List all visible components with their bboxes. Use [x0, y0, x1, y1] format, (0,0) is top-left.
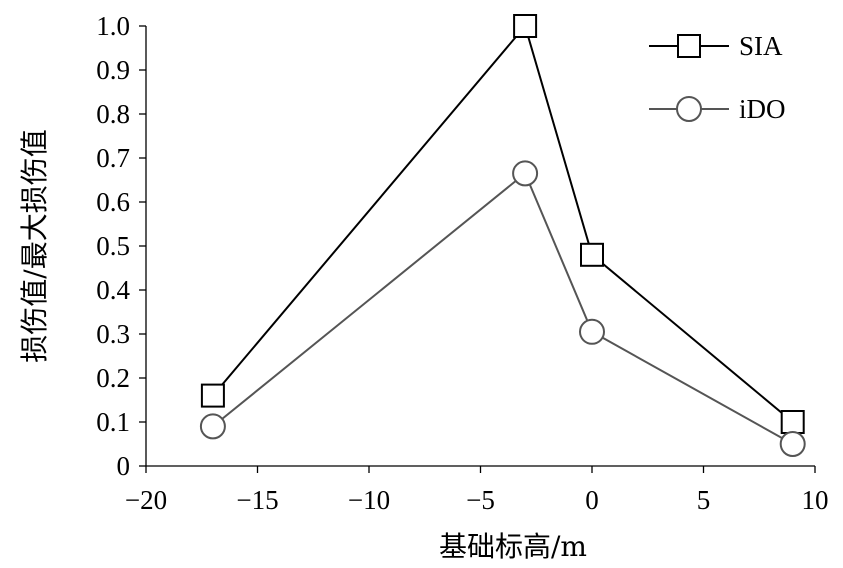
y-tick-label: 0.2: [96, 363, 130, 393]
legend-square-marker: [677, 34, 701, 58]
series-layer: [199, 14, 806, 457]
legend-label-sia: SIA: [739, 31, 783, 61]
y-tick-label: 0.9: [96, 55, 130, 85]
x-tick-label: 0: [585, 485, 599, 515]
series-sia: [200, 14, 805, 434]
legend-item-sia: SIA: [649, 31, 783, 61]
x-tick-label: −15: [236, 485, 278, 515]
y-tick-label: 0.1: [96, 407, 130, 437]
x-axis-title: 基础标高/m: [439, 530, 587, 563]
data-point-sia: [780, 410, 805, 434]
data-point-ido: [199, 413, 226, 440]
x-tick-label: −10: [348, 485, 390, 515]
legend-item-ido: iDO: [649, 94, 786, 124]
x-tick-label: −5: [466, 485, 495, 515]
y-tick-label: 0: [117, 451, 131, 481]
series-line-ido: [212, 171, 794, 445]
y-axis-ticks: 0 0.1 0.2 0.3 0.4 0.5 0.6 0.7 0.8 0.9 1.0: [96, 11, 146, 481]
data-point-ido: [579, 318, 605, 345]
x-tick-label: 10: [802, 485, 829, 515]
series-ido: [199, 160, 806, 457]
x-axis-ticks: −20 −15 −10 −5 0 5 10: [125, 466, 829, 515]
data-point-ido: [779, 431, 806, 457]
y-tick-label: 1.0: [96, 11, 130, 41]
y-tick-label: 0.5: [96, 231, 130, 261]
legend-circle-marker: [676, 96, 702, 122]
x-tick-label: 5: [697, 485, 711, 515]
series-line-sia: [212, 23, 794, 423]
data-point-sia: [200, 383, 225, 408]
y-tick-label: 0.7: [96, 143, 130, 173]
x-tick-label: −20: [125, 485, 167, 515]
y-tick-label: 0.4: [96, 275, 130, 305]
legend: SIA iDO: [649, 31, 786, 124]
y-axis-title: 损伤值/最大损伤值: [18, 129, 51, 362]
y-tick-label: 0.6: [96, 187, 130, 217]
y-tick-label: 0.8: [96, 99, 130, 129]
data-point-sia: [513, 14, 538, 38]
data-point-sia: [580, 242, 604, 267]
data-point-ido: [512, 160, 539, 187]
legend-label-ido: iDO: [739, 94, 786, 124]
y-tick-label: 0.3: [96, 319, 130, 349]
